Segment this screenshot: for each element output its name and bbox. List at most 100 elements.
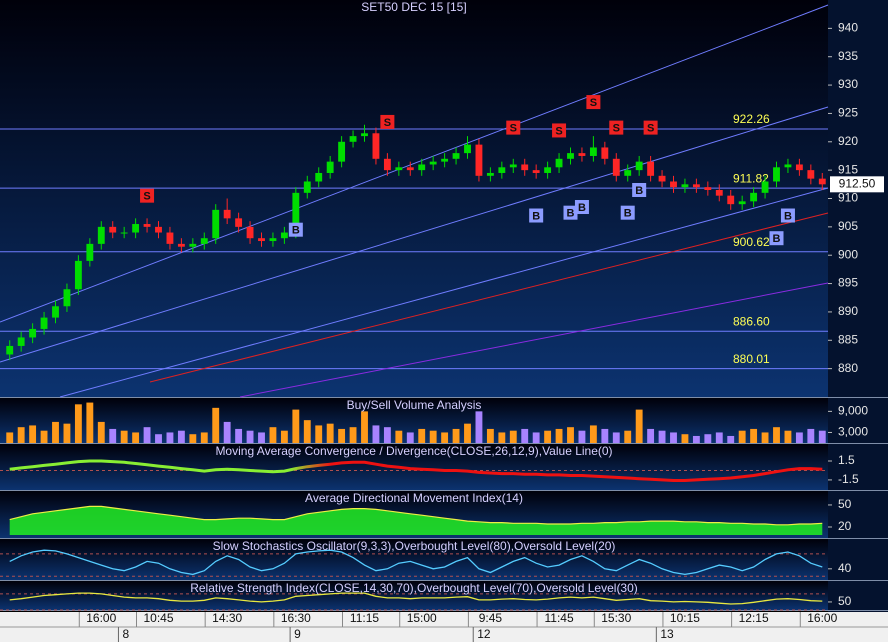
- x-tick-label: 16:00: [807, 611, 837, 625]
- volume-bar: [235, 428, 243, 443]
- volume-bar: [670, 432, 677, 443]
- candle-body: [441, 158, 449, 162]
- panel-background: [0, 444, 828, 490]
- volume-bar: [349, 427, 357, 443]
- moving-average: [239, 282, 829, 398]
- candle-body: [97, 226, 105, 244]
- panel-title: Relative Strength Index(CLOSE,14,30,70),…: [190, 581, 638, 595]
- volume-bar: [647, 428, 655, 443]
- volume-bar: [86, 402, 94, 443]
- volume-bar: [807, 428, 815, 443]
- volume-bar: [441, 432, 449, 443]
- signal-marker: [380, 114, 395, 129]
- volume-bar: [601, 428, 609, 443]
- candle-body: [521, 164, 529, 171]
- volume-bar: [795, 432, 803, 443]
- y-tick-label: 895: [838, 276, 858, 290]
- volume-bar: [63, 423, 71, 443]
- y-tick-label: 880: [838, 361, 858, 375]
- candle-body: [681, 184, 689, 188]
- candle-body: [567, 153, 574, 159]
- volume-bar: [326, 423, 334, 443]
- volume-bar: [418, 428, 426, 443]
- y-tick-label: 930: [838, 77, 858, 91]
- signal-marker: [529, 208, 544, 223]
- signal-marker: [609, 120, 624, 135]
- signal-label: B: [567, 208, 575, 220]
- day-label: 8: [122, 627, 129, 641]
- candle-body: [372, 133, 380, 159]
- signal-label: S: [647, 123, 654, 135]
- volume-bar: [361, 411, 368, 443]
- x-axis: 16:00 10:45 14:30 16:30 11:15 15:00 9:45 11:45 1…: [78, 611, 838, 642]
- signal-marker: [552, 123, 567, 138]
- volume-bar: [521, 428, 529, 443]
- volume-bar: [498, 432, 506, 443]
- last-price-box: [830, 176, 884, 193]
- candle-body: [52, 306, 59, 318]
- last-price-label: 912.50: [839, 176, 876, 190]
- volume-bar: [784, 430, 792, 443]
- indicator-line: [9, 505, 823, 526]
- signal-label: B: [532, 210, 540, 222]
- volume-bar: [6, 432, 14, 443]
- candle-body: [818, 178, 826, 185]
- candle-body: [143, 224, 151, 227]
- candle-body: [658, 175, 666, 182]
- volume-bar: [429, 430, 437, 443]
- level-label: 900.62: [733, 235, 770, 249]
- candle-body: [189, 243, 197, 247]
- y-tick-label: 3,000: [838, 425, 868, 439]
- candle-body: [109, 226, 117, 233]
- volume-bar: [406, 432, 414, 443]
- candle-body: [280, 232, 288, 239]
- signal-label: S: [143, 191, 150, 203]
- panel-background: [0, 581, 828, 610]
- volume-bar: [212, 407, 220, 443]
- volume-bar: [486, 428, 494, 443]
- volume-bar: [292, 409, 300, 443]
- signal-marker: [140, 188, 155, 203]
- volume-bar: [280, 430, 288, 443]
- volume-bar: [52, 421, 59, 443]
- x-tick-label: 14:30: [212, 611, 242, 625]
- candle-body: [132, 224, 140, 233]
- volume-bar: [223, 421, 231, 443]
- candle-body: [292, 192, 300, 233]
- panel-title: SET50 DEC 15 [15]: [361, 0, 466, 14]
- signal-label: S: [384, 117, 391, 129]
- signal-marker: [769, 231, 784, 246]
- volume-bar: [635, 409, 643, 443]
- candle-body: [40, 317, 48, 329]
- candle-body: [86, 243, 94, 261]
- indicator-line: [9, 549, 823, 576]
- volume-bar: [715, 432, 723, 443]
- candle-body: [532, 170, 540, 173]
- volume-bar: [200, 432, 208, 443]
- volume-bar: [727, 435, 735, 443]
- candle-body: [612, 158, 620, 176]
- day-label: 9: [294, 627, 301, 641]
- panel-title: Moving Average Convergence / Divergence(…: [215, 444, 612, 458]
- volume-bar: [578, 430, 586, 443]
- x-tick-label: 15:30: [601, 611, 631, 625]
- moving-average: [149, 212, 829, 383]
- y-tick-label: 920: [838, 134, 858, 148]
- candle-body: [601, 147, 609, 159]
- candle-body: [624, 170, 632, 176]
- candle-body: [200, 238, 208, 244]
- x-tick-label: 16:30: [281, 611, 311, 625]
- trendline: [0, 106, 829, 363]
- candle-body: [509, 164, 517, 168]
- signal-marker: [586, 95, 601, 110]
- volume-bar: [246, 430, 254, 443]
- volume-bar: [589, 425, 597, 443]
- y-tick-label: 50: [838, 497, 852, 511]
- candle-body: [166, 232, 174, 244]
- y-tick-label: 910: [838, 191, 858, 205]
- level-label: 911.82: [733, 171, 769, 185]
- candle-body: [486, 172, 494, 176]
- volume-bar: [383, 427, 391, 443]
- signal-label: S: [590, 97, 597, 109]
